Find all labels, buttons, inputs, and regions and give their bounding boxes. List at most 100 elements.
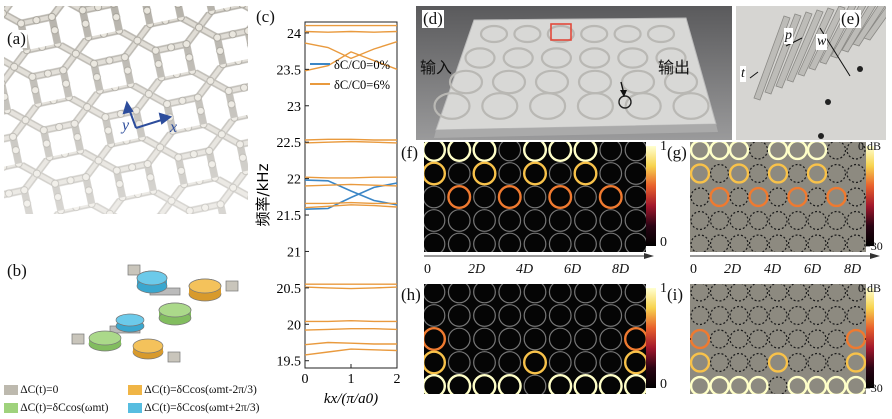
ring [498, 209, 522, 232]
map-background [424, 142, 646, 252]
position-axis-left [424, 253, 654, 259]
position-ticks-left: 0 2D 4D 6D 8D [424, 262, 654, 280]
ring [447, 327, 471, 351]
band-line-modulated [305, 201, 397, 205]
legend-item: ΔC(t)=δCcos(ωmt) [4, 402, 108, 414]
ring [522, 350, 548, 375]
ring [709, 163, 730, 184]
ring [599, 304, 623, 327]
db-colorbar-max: 0 dB [858, 139, 882, 153]
ring [845, 328, 867, 350]
legend-label: δC/C0=0% [334, 58, 390, 72]
ring [447, 162, 471, 185]
db-colorbar-min: −30 [864, 239, 883, 253]
legend-label: δC/C0=6% [334, 78, 390, 92]
ring [729, 210, 749, 231]
ring [807, 187, 827, 207]
output-port-label: 输出 [658, 58, 691, 77]
resonator-ring [502, 47, 534, 69]
colorbar-f: 1 0 [646, 139, 686, 251]
ring [548, 304, 572, 327]
band-line-modulated [304, 51, 398, 72]
ring [599, 209, 623, 232]
legend-label: ΔC(t)=δCcos(ωmt) [20, 402, 109, 414]
ring [846, 282, 866, 302]
ring [807, 282, 827, 302]
ring [498, 162, 522, 185]
ring [787, 352, 808, 373]
ring [473, 209, 496, 232]
position-ticks-right: 0 2D 4D 6D 8D [690, 262, 880, 280]
ring [787, 186, 808, 208]
y-axis-label: 频率/kHz [254, 163, 272, 226]
ring [497, 184, 522, 210]
ring [422, 209, 446, 232]
fin-wall [775, 11, 813, 89]
ring [599, 351, 623, 374]
colorbar-gradient [646, 288, 656, 388]
resonator-ring [448, 69, 484, 95]
tick-label: 0 [690, 262, 697, 277]
ring [806, 139, 828, 161]
ring [473, 327, 496, 351]
ring [498, 351, 522, 374]
db-colorbar-gradient [866, 146, 874, 246]
ring [689, 328, 711, 350]
panel-label-h: (h) [400, 285, 422, 304]
resonator-ring [513, 24, 542, 44]
legend-item: ΔC(t)=δCcos(ωmt-2π/3) [128, 384, 257, 396]
legend-item: ΔC(t)=0 [4, 384, 58, 396]
colorbar-min: 0 [660, 235, 667, 250]
ring [709, 282, 730, 302]
ring [422, 185, 446, 209]
panel-a: y x (a) [0, 0, 250, 218]
ring [447, 304, 471, 327]
ring [472, 161, 497, 186]
colorbar-min: 0 [660, 377, 667, 392]
ring [807, 329, 827, 349]
ring [748, 163, 769, 184]
ring [422, 304, 446, 327]
resonator-ring [546, 24, 575, 44]
width-label: w [816, 34, 828, 50]
ring [709, 186, 730, 208]
band-structure-chart: 19.5 20 20.5 21 21.5 22 22.5 23 23.5 24 0 1 2 频率/kHz k… [254, 21, 401, 407]
ring [709, 210, 730, 231]
y-tick-label: 23 [287, 100, 301, 115]
fin-wall [863, 0, 892, 41]
panel-h: (h) [400, 280, 649, 399]
ring [574, 304, 597, 327]
ring [690, 282, 710, 302]
ring [523, 327, 547, 351]
fin-wall [786, 9, 824, 83]
ring [748, 329, 769, 349]
ring [690, 187, 710, 207]
y-tick-label: 21 [287, 245, 301, 260]
map-background [424, 284, 646, 394]
panel-label-e: (e) [840, 9, 861, 28]
y-tick-label: 21.5 [277, 209, 302, 224]
ring [421, 350, 447, 375]
y-tick-label: 19.5 [277, 355, 302, 370]
legend-swatch [128, 385, 142, 396]
tick-label: 8D [612, 262, 630, 277]
field-map-i [689, 282, 867, 397]
ring [787, 329, 808, 349]
panel-f: (f) [400, 137, 648, 256]
legend-swatch [128, 403, 142, 414]
resonator-ring [433, 92, 471, 120]
colorbar-i: 0 dB −30 [858, 281, 892, 395]
ring [548, 351, 572, 374]
tick-label: 6D [564, 262, 582, 277]
band-line-modulated [304, 30, 398, 33]
ring [421, 326, 447, 352]
resonator-ring [481, 92, 519, 120]
ring [826, 210, 847, 231]
panel-label-b: (b) [6, 261, 28, 280]
panel-g: (g) [666, 139, 866, 254]
ring [767, 163, 789, 184]
ring [845, 352, 867, 373]
ring [573, 161, 598, 186]
panel-c: (c) 19.5 20 20.5 21 21.5 22 22.5 23 23.5 24 0 1 2 频率/… [250, 0, 410, 415]
pitch-label: p [784, 28, 793, 44]
